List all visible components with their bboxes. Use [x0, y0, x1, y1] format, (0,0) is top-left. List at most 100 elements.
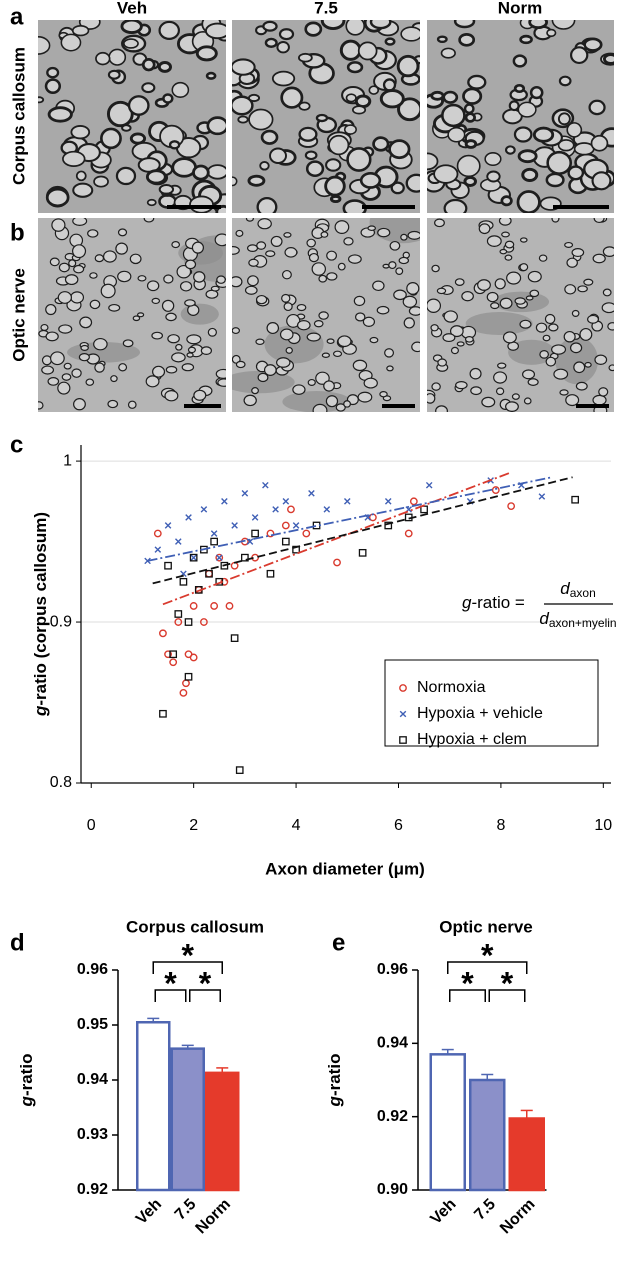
axon-ring	[248, 108, 274, 131]
point	[210, 530, 218, 537]
point	[210, 537, 218, 546]
axon-ring	[527, 270, 542, 283]
axon-ring	[245, 218, 254, 222]
axon-ring	[551, 218, 560, 223]
axon-ring	[107, 399, 119, 409]
axon-ring	[127, 95, 150, 116]
axon-ring	[337, 262, 346, 271]
cell-body	[180, 303, 219, 325]
axon-ring	[437, 358, 448, 367]
axon-ring	[41, 365, 55, 375]
axon-ring	[400, 233, 408, 241]
axon-ring	[486, 291, 499, 303]
axon-ring	[352, 359, 368, 372]
micrograph	[232, 20, 420, 213]
axon-ring	[145, 169, 167, 185]
point	[225, 602, 234, 610]
axon-ring	[497, 362, 507, 369]
axon-ring	[108, 303, 121, 312]
axon-ring	[312, 403, 328, 412]
axon-ring	[73, 264, 85, 274]
y-axis-label-italic: g	[325, 1095, 344, 1107]
axon-ring	[325, 395, 339, 408]
axon-ring	[207, 327, 217, 337]
axon-ring	[71, 368, 82, 378]
significance-label: *	[199, 965, 212, 1001]
axon-ring	[347, 254, 362, 264]
axon-ring	[232, 95, 254, 116]
axon-ring	[433, 164, 459, 184]
scale-bar	[553, 205, 609, 209]
y-axis-label-italic: g	[31, 705, 50, 717]
equation-numerator: daxon	[560, 579, 596, 600]
axon-ring	[454, 278, 465, 286]
axon-ring	[141, 58, 156, 72]
axon-ring	[326, 338, 335, 345]
axon-ring	[538, 254, 548, 262]
panel-label: e	[332, 929, 345, 956]
axon-ring	[411, 341, 420, 353]
axon-ring	[567, 165, 585, 181]
axon-ring	[505, 401, 519, 412]
panel-label: a	[10, 3, 24, 30]
axon-ring	[255, 338, 265, 346]
axon-ring	[557, 112, 571, 126]
axon-ring	[461, 291, 474, 302]
axon-ring	[407, 230, 420, 240]
axon-ring	[162, 93, 174, 104]
x-tick-label: 2	[189, 817, 198, 834]
axon-ring	[72, 218, 88, 226]
y-tick-label: 0.96	[377, 961, 408, 978]
axon-ring	[38, 36, 51, 55]
x-axis-label: Axon diameter (μm)	[265, 859, 425, 878]
axon-ring	[583, 278, 594, 286]
axon-ring	[369, 20, 392, 30]
axon-ring	[271, 70, 296, 87]
axon-ring	[265, 250, 276, 258]
axon-ring	[129, 132, 147, 145]
axon-ring	[215, 368, 226, 379]
axon-ring	[165, 365, 178, 374]
axon-ring	[529, 85, 544, 100]
y-axis-label-text: -ratio	[325, 1054, 344, 1097]
significance-bracket	[154, 989, 187, 1002]
point	[571, 495, 580, 504]
axon-ring	[176, 264, 192, 279]
axon-ring	[464, 112, 476, 123]
axon-ring	[332, 350, 343, 358]
axon-ring	[607, 322, 614, 331]
panel-label: d	[10, 929, 25, 956]
axon-ring	[285, 346, 293, 354]
axon-ring	[284, 247, 298, 258]
micrograph	[427, 218, 614, 412]
axon-ring	[512, 54, 528, 68]
row-label: Optic nerve	[9, 268, 28, 362]
axon-ring	[63, 362, 72, 370]
axon-ring	[521, 167, 539, 182]
axon-ring	[38, 96, 45, 104]
point	[241, 553, 249, 562]
axon-ring	[297, 52, 313, 63]
point	[282, 498, 290, 505]
axon-ring	[195, 45, 218, 62]
bar	[469, 1078, 506, 1192]
point	[384, 521, 393, 530]
legend-marker	[399, 710, 407, 718]
point	[384, 498, 392, 505]
axon-ring	[514, 297, 526, 305]
axon-ring	[325, 158, 342, 172]
axon-ring	[384, 37, 396, 46]
axon-ring	[320, 20, 346, 31]
axon-ring	[590, 134, 609, 152]
axon-ring	[449, 325, 464, 338]
point	[404, 529, 413, 538]
axon-ring	[186, 352, 194, 358]
scale-bar	[184, 404, 221, 408]
axon-ring	[389, 240, 401, 251]
axon-ring	[545, 172, 565, 188]
axon-ring	[281, 269, 292, 280]
axon-ring	[158, 184, 175, 195]
point	[251, 529, 259, 538]
axon-ring	[403, 317, 415, 329]
